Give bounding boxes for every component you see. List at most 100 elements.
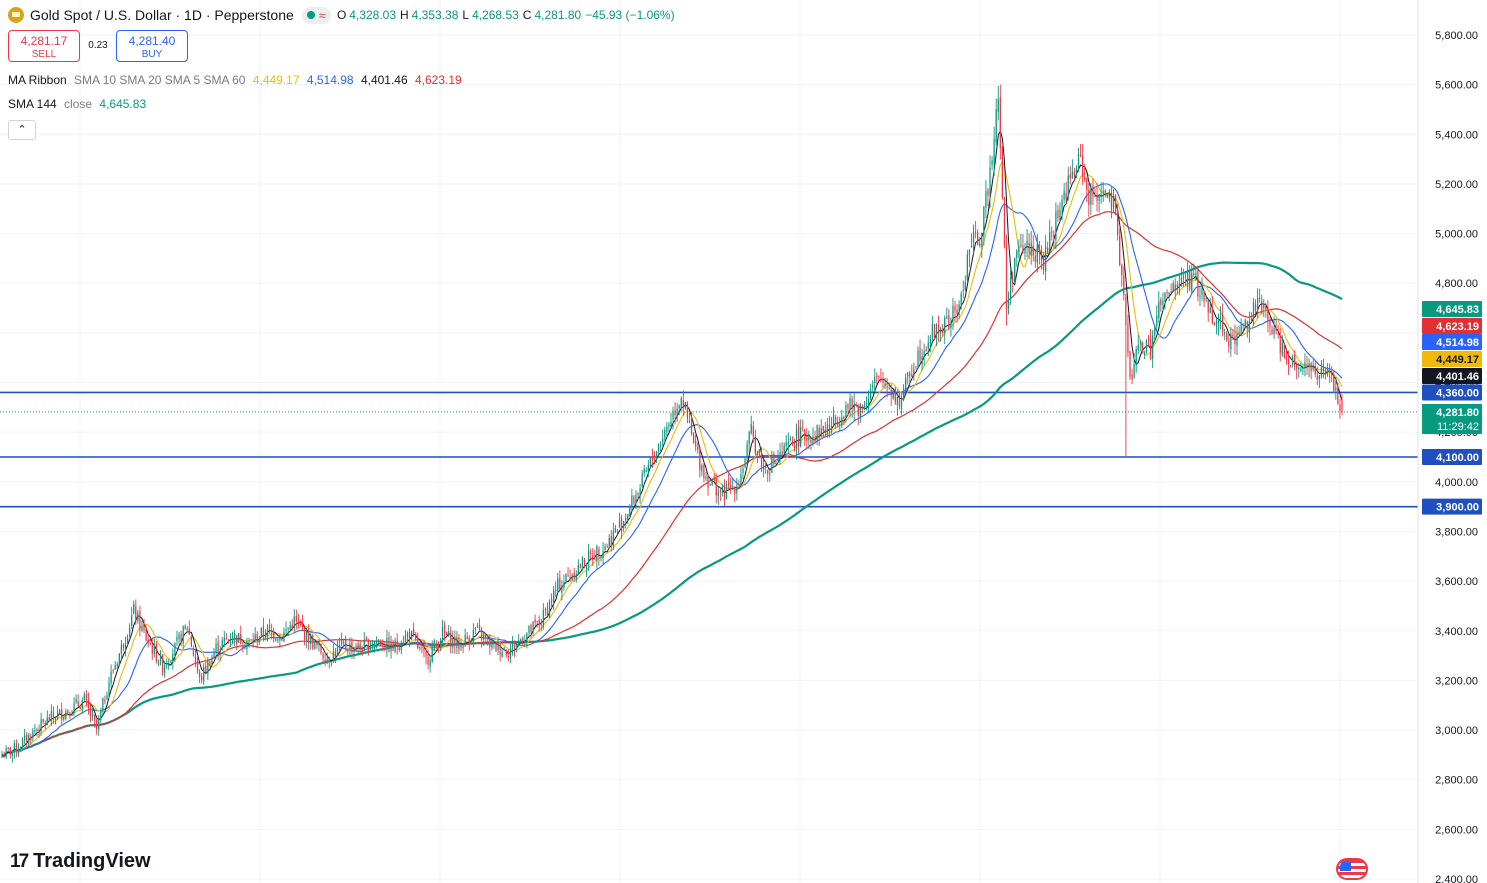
candle-body	[137, 612, 139, 621]
candle	[851, 395, 853, 418]
candle-body	[894, 388, 896, 403]
ma20-value: 4,514.98	[306, 73, 354, 87]
candle-body	[546, 608, 549, 616]
candle	[400, 640, 402, 655]
horizontal-levels	[0, 391, 1418, 508]
ma-ribbon-legend[interactable]: MA Ribbon SMA 10 SMA 20 SMA 5 SMA 60 4,4…	[8, 73, 466, 87]
candle-body	[340, 640, 343, 645]
candle-body	[1341, 400, 1343, 412]
candle	[448, 625, 450, 638]
candle	[219, 645, 221, 662]
candle-body	[1032, 245, 1034, 256]
candle	[826, 417, 829, 438]
candle	[1098, 194, 1100, 213]
candle	[69, 711, 71, 719]
candle	[468, 635, 470, 651]
sell-label: SELL	[31, 49, 57, 60]
candle	[5, 745, 7, 759]
candle	[476, 622, 479, 628]
candle-body	[433, 640, 435, 651]
candle-body	[880, 378, 882, 382]
candle-body	[1055, 211, 1057, 240]
candle-body	[1265, 305, 1267, 311]
candle-body	[450, 632, 452, 647]
buy-label: BUY	[141, 49, 163, 60]
candle-body	[1254, 304, 1257, 310]
candle-body	[128, 627, 131, 636]
candle	[392, 639, 394, 652]
candle	[925, 346, 927, 352]
market-status-pill[interactable]: ≈	[301, 6, 331, 24]
candle	[740, 466, 742, 487]
candle	[275, 637, 277, 642]
candle-body	[96, 720, 98, 730]
candle	[1259, 288, 1261, 303]
tradingview-logo[interactable]: 17 TradingView	[10, 850, 151, 873]
candle-body	[295, 616, 297, 621]
candle	[201, 673, 203, 684]
change-value: −45.93 (−1.06%)	[585, 8, 675, 22]
candle-body	[1073, 171, 1076, 176]
candle-body	[466, 636, 468, 639]
candle-body	[1071, 171, 1073, 179]
candle	[1234, 324, 1236, 355]
candle	[174, 642, 176, 663]
candle-body	[462, 643, 464, 649]
candle-body	[606, 546, 608, 548]
candle-body	[229, 641, 232, 643]
candle	[236, 634, 238, 650]
candle-body	[884, 383, 886, 386]
y-tick-label: 3,400.00	[1435, 626, 1478, 638]
candle	[678, 404, 680, 415]
candle	[964, 275, 966, 292]
y-tick-label: 3,800.00	[1435, 526, 1478, 538]
candle	[147, 633, 149, 648]
candle	[1143, 350, 1146, 359]
candle	[631, 488, 633, 512]
sma144-legend[interactable]: SMA 144 close 4,645.83	[8, 97, 150, 111]
candle	[1086, 177, 1088, 203]
candle-body	[734, 487, 736, 494]
candle-body	[773, 453, 775, 464]
candle-body	[277, 639, 279, 641]
candle	[872, 380, 874, 394]
candle-body	[184, 626, 186, 629]
candle	[1063, 183, 1065, 204]
candle	[565, 573, 567, 584]
candle	[1084, 163, 1086, 183]
candle-body	[65, 711, 67, 719]
candle-body	[1047, 247, 1049, 253]
candle	[1322, 358, 1325, 379]
candle	[1221, 303, 1224, 337]
candle	[1127, 314, 1129, 358]
candle	[625, 513, 627, 529]
candle-body	[71, 713, 73, 716]
y-tick-label: 5,400.00	[1435, 129, 1478, 141]
candle-body	[289, 625, 291, 630]
candle	[149, 639, 151, 646]
symbol-title[interactable]: Gold Spot / U.S. Dollar · 1D · Peppersto…	[30, 7, 294, 23]
buy-button[interactable]: 4,281.40 BUY	[116, 30, 188, 62]
candle-body	[1203, 291, 1205, 302]
candle	[110, 664, 112, 688]
candle	[1265, 302, 1267, 318]
candle	[404, 630, 407, 643]
candle	[783, 442, 785, 455]
sell-button[interactable]: 4,281.17 SELL	[8, 30, 80, 62]
candle	[271, 623, 273, 640]
candle	[816, 424, 818, 446]
candle	[1168, 291, 1170, 302]
us-flag-icon[interactable]	[1336, 858, 1368, 880]
ma-price-tag: 4,645.83	[1436, 304, 1479, 316]
candle-body	[46, 717, 48, 726]
candle-body	[857, 406, 859, 416]
y-tick-label: 3,000.00	[1435, 725, 1478, 737]
candle-body	[1226, 333, 1228, 341]
collapse-legend-button[interactable]: ⌃	[8, 120, 36, 140]
y-tick-label: 5,200.00	[1435, 179, 1478, 191]
candle-body	[775, 461, 777, 463]
candle-body	[713, 476, 715, 481]
candle	[42, 718, 44, 725]
candle-body	[349, 643, 351, 651]
